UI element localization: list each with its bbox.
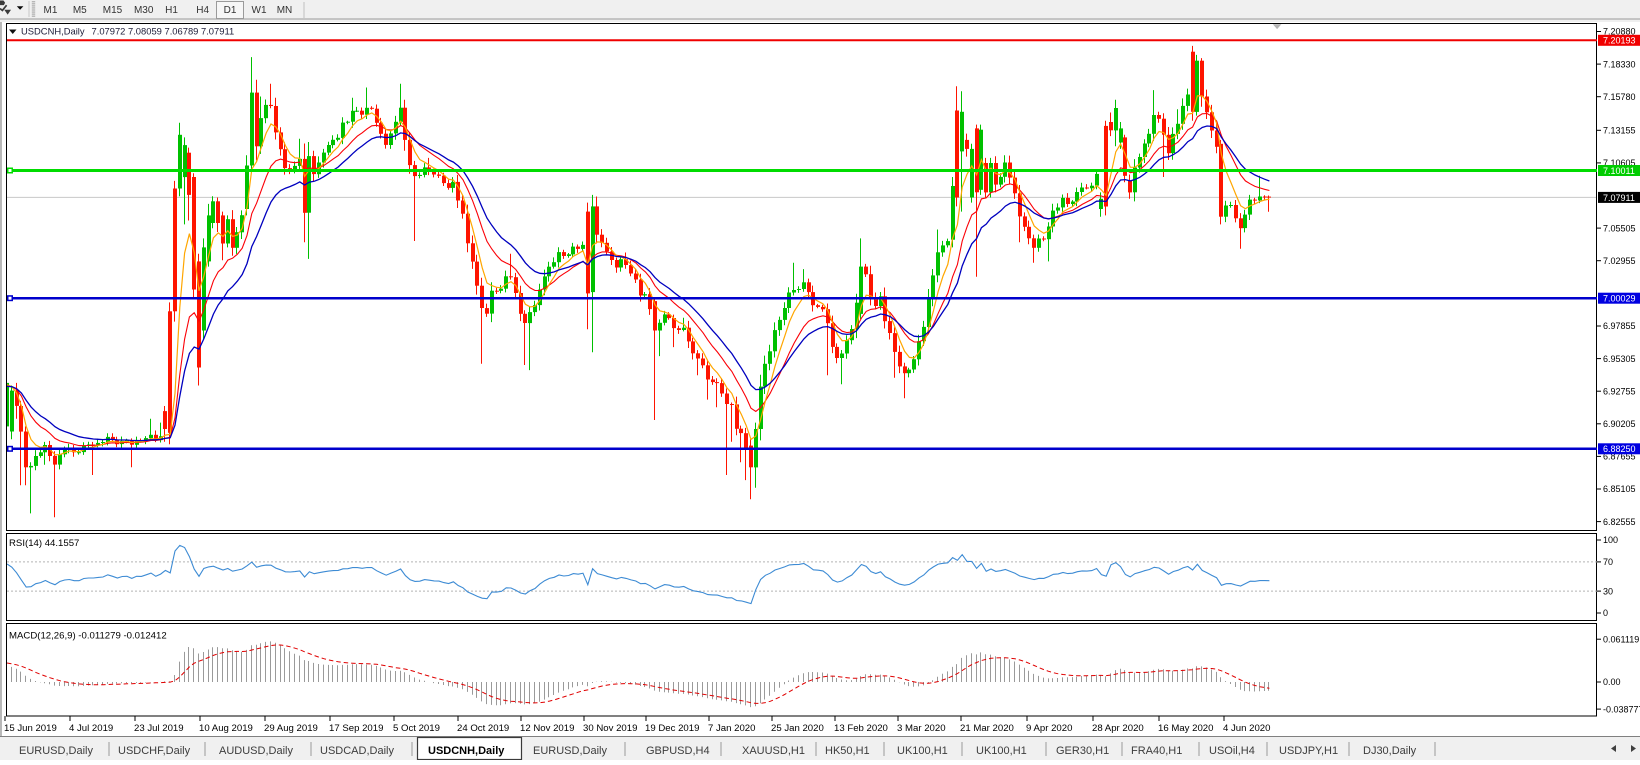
svg-text:7.20880: 7.20880 <box>1603 27 1636 37</box>
svg-text:-0.038777: -0.038777 <box>1603 704 1640 714</box>
svg-text:MN: MN <box>277 5 293 16</box>
svg-text:GBPUSD,H4: GBPUSD,H4 <box>646 745 710 757</box>
svg-text:7.10605: 7.10605 <box>1603 158 1636 168</box>
svg-text:HK50,H1: HK50,H1 <box>825 745 870 757</box>
svg-text:5 Oct 2019: 5 Oct 2019 <box>393 723 440 734</box>
svg-text:6.85105: 6.85105 <box>1603 484 1636 494</box>
svg-text:0.00: 0.00 <box>1603 677 1621 687</box>
svg-text:0.061119: 0.061119 <box>1603 634 1639 644</box>
svg-text:12 Nov 2019: 12 Nov 2019 <box>520 723 574 734</box>
svg-text:6.95305: 6.95305 <box>1603 354 1636 364</box>
svg-text:70: 70 <box>1603 557 1613 567</box>
svg-text:3 Mar 2020: 3 Mar 2020 <box>897 723 946 734</box>
svg-text:7.05505: 7.05505 <box>1603 223 1636 233</box>
svg-text:USDCNH,Daily: USDCNH,Daily <box>21 26 85 37</box>
svg-text:DJ30,Daily: DJ30,Daily <box>1363 745 1417 757</box>
svg-text:M30: M30 <box>134 5 154 16</box>
svg-text:29 Aug 2019: 29 Aug 2019 <box>264 723 318 734</box>
svg-text:30 Nov 2019: 30 Nov 2019 <box>583 723 637 734</box>
svg-text:4 Jul 2019: 4 Jul 2019 <box>69 723 113 734</box>
svg-text:7.18330: 7.18330 <box>1603 59 1636 69</box>
svg-text:W1: W1 <box>252 5 267 16</box>
svg-text:M15: M15 <box>103 5 123 16</box>
svg-text:7.10011: 7.10011 <box>1603 166 1635 176</box>
svg-text:4 Jun 2020: 4 Jun 2020 <box>1223 723 1270 734</box>
svg-text:7.20193: 7.20193 <box>1603 36 1636 46</box>
svg-text:RSI(14) 44.1557: RSI(14) 44.1557 <box>9 538 79 549</box>
svg-text:USDJPY,H1: USDJPY,H1 <box>1279 745 1338 757</box>
svg-text:9 Apr 2020: 9 Apr 2020 <box>1026 723 1072 734</box>
svg-text:19 Dec 2019: 19 Dec 2019 <box>645 723 699 734</box>
svg-text:6.88250: 6.88250 <box>1603 444 1636 454</box>
svg-text:7.13155: 7.13155 <box>1603 126 1636 136</box>
svg-text:FRA40,H1: FRA40,H1 <box>1131 745 1182 757</box>
svg-text:USDCAD,Daily: USDCAD,Daily <box>320 745 394 757</box>
svg-text:25 Jan 2020: 25 Jan 2020 <box>771 723 824 734</box>
svg-text:EURUSD,Daily: EURUSD,Daily <box>533 745 607 757</box>
svg-text:GER30,H1: GER30,H1 <box>1056 745 1109 757</box>
svg-text:6.82555: 6.82555 <box>1603 517 1636 527</box>
svg-text:17 Sep 2019: 17 Sep 2019 <box>329 723 383 734</box>
svg-text:USDCNH,Daily: USDCNH,Daily <box>428 745 505 757</box>
svg-text:USDCHF,Daily: USDCHF,Daily <box>118 745 191 757</box>
svg-text:16 May 2020: 16 May 2020 <box>1158 723 1213 734</box>
svg-text:M1: M1 <box>44 5 58 16</box>
svg-text:H1: H1 <box>165 5 178 16</box>
svg-text:EURUSD,Daily: EURUSD,Daily <box>19 745 93 757</box>
svg-text:7 Jan 2020: 7 Jan 2020 <box>708 723 755 734</box>
svg-text:UK100,H1: UK100,H1 <box>897 745 948 757</box>
svg-text:13 Feb 2020: 13 Feb 2020 <box>834 723 888 734</box>
svg-text:6.90205: 6.90205 <box>1603 419 1636 429</box>
svg-text:H4: H4 <box>196 5 209 16</box>
svg-text:M5: M5 <box>73 5 87 16</box>
svg-text:D1: D1 <box>224 5 237 16</box>
svg-text:21 Mar 2020: 21 Mar 2020 <box>960 723 1014 734</box>
svg-text:MACD(12,26,9) -0.011279 -0.012: MACD(12,26,9) -0.011279 -0.012412 <box>9 631 167 642</box>
svg-text:7.02955: 7.02955 <box>1603 256 1636 266</box>
svg-text:30: 30 <box>1603 586 1613 596</box>
svg-text:AUDUSD,Daily: AUDUSD,Daily <box>219 745 293 757</box>
svg-text:7.15780: 7.15780 <box>1603 92 1636 102</box>
svg-text:0: 0 <box>1603 608 1608 618</box>
svg-text:15 Jun 2019: 15 Jun 2019 <box>4 723 57 734</box>
svg-text:7.00029: 7.00029 <box>1603 294 1636 304</box>
svg-text:6.92755: 6.92755 <box>1603 386 1636 396</box>
svg-text:7.07972 7.08059 7.06789 7.0791: 7.07972 7.08059 7.06789 7.07911 <box>92 26 235 37</box>
svg-text:23 Jul 2019: 23 Jul 2019 <box>134 723 184 734</box>
svg-text:UK100,H1: UK100,H1 <box>976 745 1027 757</box>
svg-text:6.97855: 6.97855 <box>1603 321 1636 331</box>
svg-text:100: 100 <box>1603 535 1618 545</box>
svg-text:24 Oct 2019: 24 Oct 2019 <box>457 723 509 734</box>
svg-text:7.07911: 7.07911 <box>1603 193 1635 203</box>
svg-text:USOil,H4: USOil,H4 <box>1209 745 1255 757</box>
svg-text:6.87655: 6.87655 <box>1603 452 1636 462</box>
svg-text:XAUUSD,H1: XAUUSD,H1 <box>742 745 805 757</box>
svg-text:28 Apr 2020: 28 Apr 2020 <box>1092 723 1144 734</box>
svg-text:10 Aug 2019: 10 Aug 2019 <box>199 723 253 734</box>
